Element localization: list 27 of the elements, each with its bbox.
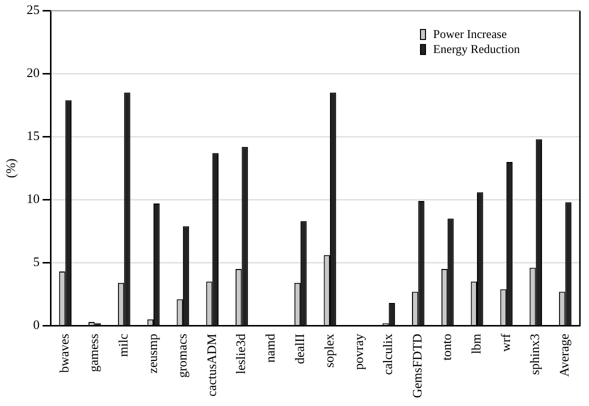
x-tick-label: namd (262, 333, 278, 363)
y-tick-label: 15 (26, 128, 40, 144)
x-tick-label: GemsFDTD (410, 334, 425, 398)
x-tick-label: wrf (498, 333, 513, 352)
x-tick-label: leslie3d (233, 333, 248, 374)
x-tick-label: bwaves (56, 334, 72, 373)
x-tick-label: dealII (292, 334, 307, 364)
x-tick-label: lbm (468, 334, 484, 354)
x-tick-label: gromacs (174, 334, 190, 378)
x-tick-label: tonto (439, 334, 454, 360)
y-tick-label: 5 (33, 254, 40, 270)
x-tick-label: calculix (380, 333, 396, 375)
legend-label: Energy Reduction (433, 42, 520, 57)
x-tick-label: milc (116, 334, 131, 357)
x-tick-label: cactusADM (204, 333, 219, 397)
x-tick-label: gamess (86, 334, 102, 372)
y-tick-label: 25 (26, 2, 40, 18)
y-tick-label: 10 (26, 191, 40, 206)
x-tick-label: soplex (321, 333, 336, 368)
y-tick-label: 20 (26, 65, 40, 80)
x-tick-label: zeusmp (144, 334, 160, 374)
legend-label: Power Increase (433, 26, 507, 42)
x-tick-label: povray (350, 333, 366, 370)
x-tick-label: sphinx3 (527, 334, 542, 375)
y-tick-label: 0 (33, 317, 40, 332)
y-axis-title: (%) (3, 158, 18, 178)
x-tick-label: Average (556, 333, 572, 377)
